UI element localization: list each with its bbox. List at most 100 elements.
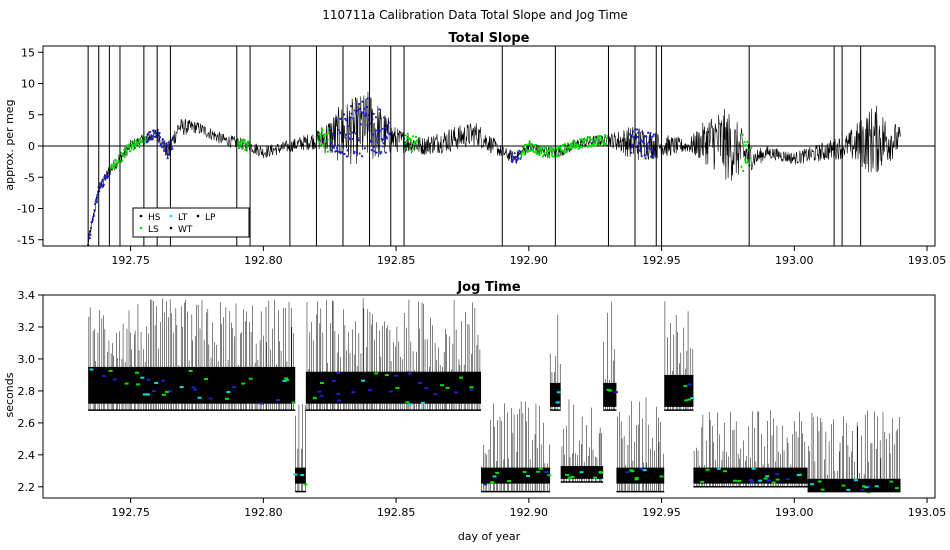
series-point — [570, 147, 573, 150]
series-point — [331, 146, 335, 149]
series-point — [522, 150, 526, 154]
jog-point — [766, 479, 771, 482]
series-point — [640, 155, 643, 158]
jog-point — [525, 475, 530, 478]
series-point — [127, 143, 130, 147]
series-point — [644, 144, 647, 148]
series-point — [405, 147, 408, 150]
series-point — [549, 147, 552, 151]
series-point — [164, 147, 167, 150]
series-point — [88, 237, 91, 240]
series-point — [534, 149, 538, 153]
series-point — [520, 153, 523, 156]
jog-point — [161, 393, 166, 396]
series-point — [646, 131, 650, 134]
series-line — [87, 91, 901, 243]
jog-point — [874, 485, 879, 488]
series-point — [355, 111, 358, 114]
jog-point — [146, 378, 151, 381]
series-point — [590, 145, 593, 148]
series-point — [166, 157, 169, 160]
series-point — [409, 145, 412, 148]
jog-point — [291, 401, 296, 404]
series-point — [346, 149, 349, 152]
jog-point — [630, 470, 635, 473]
jog-band — [807, 478, 901, 492]
jog-point — [861, 485, 866, 488]
series-point — [406, 132, 409, 135]
series-point — [354, 132, 357, 135]
y-tick-label: 2.2 — [18, 481, 36, 494]
series-point — [413, 143, 416, 146]
series-point — [550, 150, 553, 153]
jog-point — [555, 401, 560, 404]
x-tick-label: 192.85 — [377, 506, 416, 519]
series-point — [378, 108, 381, 111]
series-point — [353, 150, 356, 153]
jog-point — [259, 402, 264, 405]
series-point — [411, 135, 415, 138]
series-point — [550, 152, 553, 156]
series-point — [138, 138, 141, 141]
series-point — [358, 152, 361, 155]
series-point — [322, 144, 325, 147]
series-point — [651, 149, 654, 153]
panel-title: Jog Time — [456, 280, 520, 295]
series-point — [366, 123, 369, 127]
jog-point — [705, 468, 710, 471]
series-point — [167, 141, 170, 144]
series-point — [321, 128, 324, 131]
series-point — [380, 137, 383, 140]
y-tick-label: 3.4 — [18, 289, 36, 302]
series-point — [590, 138, 593, 141]
series-point — [555, 155, 559, 158]
jog-point — [659, 475, 664, 478]
series-point — [339, 117, 342, 120]
jog-point — [319, 394, 324, 397]
jog-point — [285, 379, 290, 382]
jog-point — [598, 471, 603, 474]
legend-marker-lt — [169, 214, 173, 218]
series-point — [631, 130, 635, 133]
jog-point — [556, 391, 561, 394]
series-point — [328, 138, 331, 141]
series-point — [116, 164, 119, 167]
series-point — [385, 137, 389, 140]
jog-point — [408, 403, 413, 406]
series-point — [741, 133, 744, 136]
series-point — [95, 201, 98, 204]
series-point — [630, 143, 633, 146]
jog-point — [700, 480, 705, 483]
series-point — [146, 140, 149, 143]
series-point — [359, 123, 362, 126]
series-point — [410, 139, 413, 142]
jog-point — [102, 374, 107, 377]
jog-point — [490, 481, 495, 484]
series-point — [595, 139, 598, 142]
series-point — [528, 142, 531, 145]
jog-point — [507, 480, 512, 483]
jog-point — [331, 379, 336, 382]
series-point — [366, 97, 369, 100]
y-tick-label: 2.4 — [18, 449, 36, 462]
series-point — [648, 146, 651, 150]
series-point — [238, 145, 241, 149]
jog-point — [544, 471, 549, 474]
series-point — [132, 141, 136, 144]
x-tick-label: 192.90 — [510, 254, 549, 267]
series-point — [541, 146, 544, 149]
jog-point — [374, 372, 379, 375]
jog-point — [226, 391, 231, 394]
series-point — [364, 112, 368, 115]
series-point — [365, 105, 368, 109]
series-point — [357, 139, 360, 142]
series-point — [340, 132, 343, 135]
series-point — [646, 153, 649, 156]
x-tick-label: 192.75 — [111, 254, 150, 267]
jog-point — [864, 486, 869, 489]
series-point — [114, 159, 118, 162]
series-point — [593, 142, 596, 145]
series-point — [367, 118, 370, 121]
jog-point — [495, 471, 500, 474]
series-point — [580, 142, 583, 145]
